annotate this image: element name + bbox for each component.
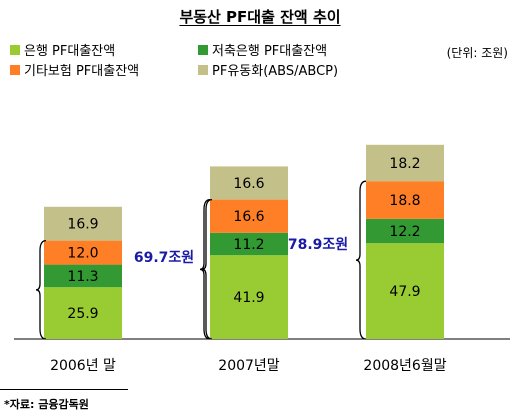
data-label: 16.9 [67,217,98,233]
category-label: 2006년 말 [50,358,116,374]
data-label: 16.6 [233,176,264,192]
source-note: *자료: 금융감독원 [4,396,89,412]
category-label: 2007년말 [218,358,280,374]
data-label: 18.2 [389,156,420,172]
data-label: 11.2 [233,237,264,253]
brace [200,200,210,339]
data-label: 11.3 [67,269,98,285]
total-annotation: 78.9조원 [288,237,348,253]
category-label: 2008년6월말 [363,358,446,374]
source-divider [0,389,128,390]
data-label: 12.0 [67,246,98,262]
data-label: 47.9 [389,284,420,300]
brace [356,181,366,339]
data-label: 16.6 [233,209,264,225]
data-label: 41.9 [233,290,264,306]
total-annotation: 69.7조원 [134,250,194,266]
data-label: 12.2 [389,224,420,240]
data-label: 25.9 [67,306,98,322]
data-label: 18.8 [389,193,420,209]
